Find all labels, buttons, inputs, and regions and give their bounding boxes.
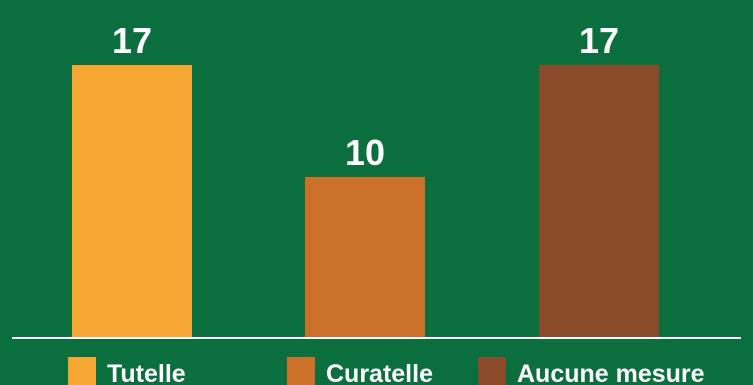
data-labels-layer: 17 10 17 <box>112 20 619 173</box>
legend-label-aucune-mesure: Aucune mesure <box>517 360 705 385</box>
bars-layer <box>72 65 659 337</box>
bar-tutelle <box>72 65 192 337</box>
data-label-curatelle: 10 <box>345 132 385 173</box>
legend-swatch-tutelle <box>68 357 96 385</box>
legend-label-curatelle: Curatelle <box>326 360 433 385</box>
legend-swatch-curatelle <box>287 357 315 385</box>
legend-swatch-aucune-mesure <box>478 357 506 385</box>
bar-aucune-mesure <box>539 65 659 337</box>
data-label-aucune-mesure: 17 <box>579 20 619 61</box>
bar-curatelle <box>305 177 425 337</box>
data-label-tutelle: 17 <box>112 20 152 61</box>
legend-label-tutelle: Tutelle <box>107 360 186 385</box>
legend: Tutelle Curatelle Aucune mesure <box>68 357 705 385</box>
